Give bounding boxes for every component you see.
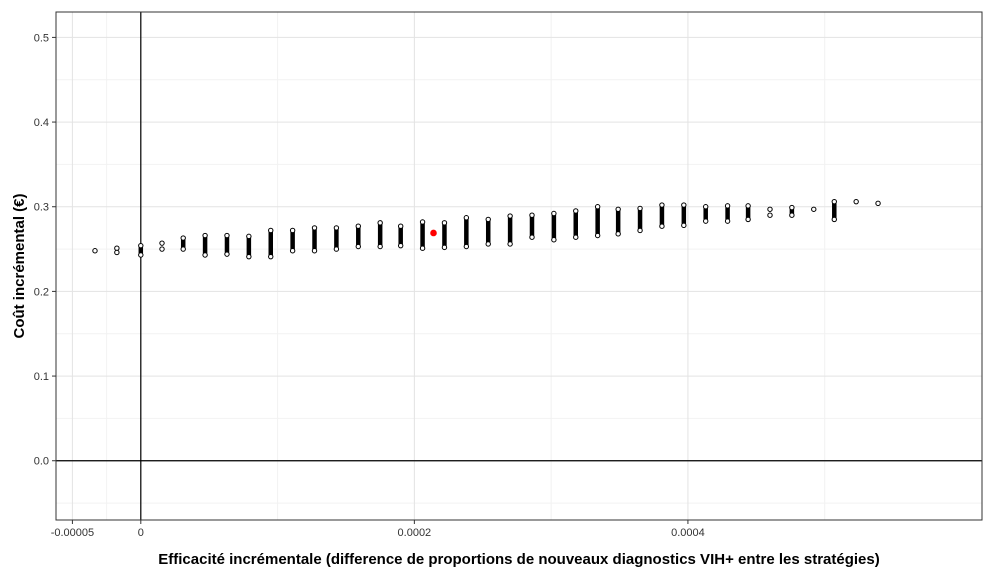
data-point [377, 243, 383, 250]
data-point [311, 248, 318, 254]
data-point [529, 212, 535, 218]
data-point [311, 225, 318, 231]
data-point [159, 240, 165, 246]
data-point [659, 202, 665, 208]
data-point [767, 206, 773, 212]
x-tick-label: 0.0002 [398, 527, 432, 539]
data-point [180, 235, 186, 241]
data-point [573, 208, 579, 214]
y-tick-label: 0.5 [34, 32, 49, 44]
grid-minor [56, 12, 982, 520]
data-point [573, 234, 579, 240]
plot-border [55, 11, 983, 521]
data-point [397, 242, 404, 249]
data-point [724, 203, 731, 209]
y-tick-label: 0.2 [34, 286, 49, 298]
data-point [594, 204, 601, 210]
y-tick-label: 0.3 [34, 202, 49, 214]
y-tick-label: 0.1 [34, 371, 49, 383]
data-point [659, 223, 665, 229]
data-point [463, 243, 470, 250]
data-point [92, 248, 98, 254]
data-point [551, 210, 557, 217]
x-axis-ticks: -0.00005 0 0.0002 0.0004 [51, 520, 705, 539]
data-point [202, 252, 208, 258]
data-point [202, 232, 208, 239]
data-point [615, 206, 621, 212]
data-point [507, 213, 513, 219]
y-tick-label: 0.4 [34, 117, 49, 129]
data-point [529, 234, 535, 240]
data-point [745, 216, 751, 223]
data-point [419, 219, 426, 225]
data-point [831, 216, 837, 223]
data-point [138, 252, 144, 258]
data-point [224, 232, 230, 239]
data-point [594, 232, 601, 239]
data-point [703, 204, 709, 210]
data-point [875, 200, 881, 207]
data-point [789, 212, 795, 218]
data-point [289, 248, 296, 254]
data-point [551, 237, 557, 243]
data-point [703, 218, 709, 224]
highlight-point [430, 229, 437, 237]
data-point [333, 225, 340, 231]
data-point [789, 204, 795, 211]
data-point [246, 233, 252, 240]
reference-lines [56, 12, 982, 520]
data-point [441, 244, 448, 251]
data-point [419, 245, 426, 251]
data-point [355, 223, 361, 229]
y-axis-ticks: 0.0 0.1 0.2 0.3 0.4 0.5 [34, 32, 56, 468]
data-point [485, 216, 491, 223]
data-point [831, 198, 837, 205]
data-point [637, 205, 643, 212]
data-point [246, 253, 252, 260]
data-point [268, 253, 274, 260]
data-point [114, 249, 120, 256]
data-point [615, 231, 621, 237]
data-point [268, 227, 274, 234]
data-point [767, 212, 773, 218]
data-point [681, 222, 687, 229]
data-point [159, 246, 165, 252]
data-point [811, 206, 817, 212]
data-point [224, 251, 230, 257]
data-point [485, 241, 491, 247]
data-point [507, 241, 513, 247]
data-point [681, 202, 687, 208]
data-point [333, 246, 340, 252]
y-tick-label: 0.0 [34, 456, 49, 468]
data-point [745, 203, 751, 209]
data-point [853, 198, 859, 205]
data-point [355, 243, 361, 250]
x-axis-title: Efficacité incrémentale (difference de p… [158, 551, 879, 568]
data-point [138, 242, 144, 249]
y-axis-title: Coût incrémental (€) [11, 193, 28, 338]
data-point [289, 227, 296, 234]
data-point [377, 220, 383, 226]
data-point [180, 246, 186, 252]
x-tick-label: 0 [138, 527, 144, 539]
data-point [637, 227, 643, 234]
data-points [92, 198, 881, 260]
plot-background [56, 12, 982, 520]
x-tick-label: 0.0004 [671, 527, 705, 539]
x-tick-label: -0.00005 [51, 527, 94, 539]
data-point [397, 223, 404, 229]
data-point [724, 218, 731, 224]
data-point [441, 220, 448, 226]
highlight-point-group [430, 229, 437, 237]
data-point [463, 215, 470, 221]
